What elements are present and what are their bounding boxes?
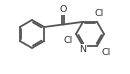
Text: N: N <box>80 45 86 54</box>
Text: Cl: Cl <box>94 9 104 18</box>
Text: Cl: Cl <box>101 48 111 57</box>
Text: O: O <box>60 5 67 14</box>
Text: Cl: Cl <box>63 36 73 44</box>
